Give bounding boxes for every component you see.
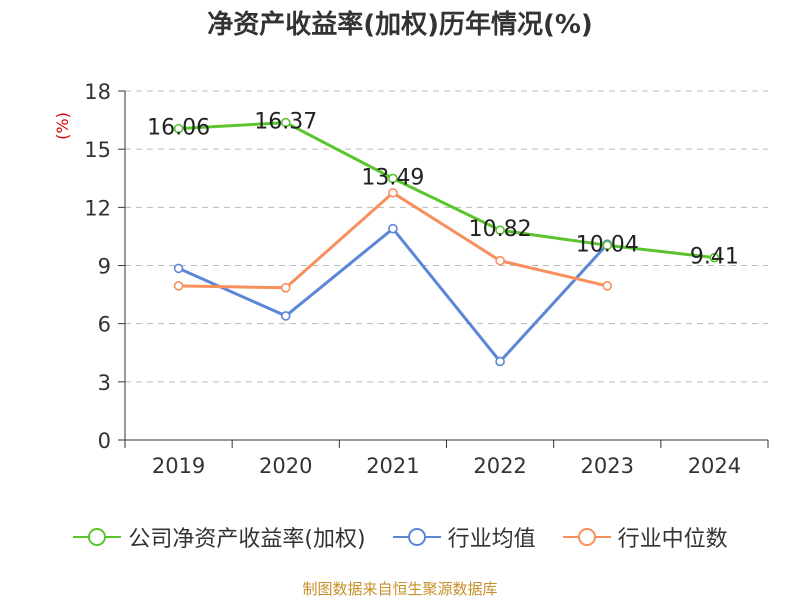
data-label: 16.06 — [147, 116, 210, 141]
source-footer: 制图数据来自恒生聚源数据库 — [302, 580, 498, 598]
data-point — [495, 225, 505, 236]
y-tick-label: 12 — [84, 196, 111, 220]
x-tick-label: 2022 — [473, 454, 526, 478]
grid-lines — [125, 90, 768, 383]
data-label: 10.04 — [576, 232, 639, 257]
legend-item: 行业均值 — [392, 521, 536, 553]
data-point — [602, 240, 613, 251]
data-point — [388, 223, 398, 234]
data-point — [388, 173, 398, 184]
data-point — [388, 187, 398, 198]
chart-title: 净资产收益率(加权)历年情况(%) — [207, 10, 593, 40]
data-point — [173, 281, 184, 291]
y-tick-label: 0 — [98, 429, 111, 453]
data-label: 9.41 — [690, 245, 739, 270]
series-line — [178, 121, 715, 260]
data-label: 13.49 — [361, 165, 424, 190]
data-point — [602, 281, 613, 291]
chart-legend: 公司净资产收益率(加权) 行业均值 行业中位数 — [0, 520, 800, 554]
data-label: 10.82 — [469, 217, 532, 242]
series-line — [177, 227, 609, 363]
series-layer — [173, 117, 720, 367]
data-point — [280, 282, 291, 293]
data-point — [709, 252, 720, 263]
legend-item: 行业中位数 — [562, 521, 728, 553]
data-label: 16.37 — [254, 110, 317, 135]
y-tick-label: 15 — [84, 138, 111, 162]
y-axis-label: (%) — [53, 112, 72, 140]
y-tick-label: 3 — [98, 371, 111, 395]
y-tick-label: 9 — [98, 255, 111, 279]
data-labels: 16.06 16.37 13.49 10.82 10.04 9.41 — [147, 110, 739, 270]
legend-item: 公司净资产收益率(加权) — [72, 521, 366, 553]
x-tick-label: 2023 — [581, 454, 634, 478]
data-point — [280, 311, 291, 321]
data-point — [173, 263, 184, 274]
y-tick-label: 6 — [98, 313, 111, 337]
x-tick-label: 2021 — [366, 454, 419, 478]
legend-marker-icon — [562, 528, 611, 546]
legend-label: 公司净资产收益率(加权) — [128, 527, 366, 552]
data-point — [495, 255, 505, 266]
legend-marker-icon — [73, 528, 122, 546]
legend-label: 行业中位数 — [617, 527, 728, 552]
legend-marker-icon — [392, 528, 441, 546]
data-point — [173, 123, 184, 134]
legend-label: 行业均值 — [447, 527, 536, 552]
x-tick-label: 2020 — [259, 454, 312, 478]
data-point — [280, 117, 291, 128]
y-tick-label: 18 — [84, 80, 111, 104]
data-point — [495, 356, 505, 367]
x-tick-label: 2024 — [688, 454, 741, 478]
x-tick-label: 2019 — [152, 454, 205, 478]
axes: 0 3 6 9 12 15 18 2019 2020 2021 2022 2023 2024 (%) — [53, 80, 769, 478]
